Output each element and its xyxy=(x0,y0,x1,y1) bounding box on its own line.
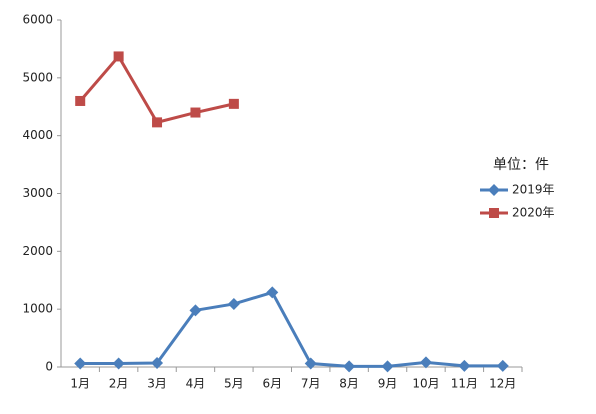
marker xyxy=(112,357,125,370)
marker xyxy=(343,360,356,373)
x-tick-label: 2月 xyxy=(109,377,129,391)
marker xyxy=(381,360,394,373)
marker xyxy=(152,117,163,128)
y-tick-label: 5000 xyxy=(22,70,53,84)
legend-label: 2020年 xyxy=(512,206,555,220)
y-tick-label: 2000 xyxy=(22,244,53,258)
marker xyxy=(74,357,87,370)
legend-title: 单位：件 xyxy=(493,157,549,173)
marker xyxy=(304,357,317,370)
marker xyxy=(488,184,500,196)
x-tick-label: 9月 xyxy=(378,377,398,391)
y-tick-label: 1000 xyxy=(22,302,53,316)
x-tick-label: 8月 xyxy=(339,377,359,391)
y-tick-label: 0 xyxy=(45,360,53,374)
marker xyxy=(496,359,509,372)
marker xyxy=(113,51,124,62)
y-tick-label: 6000 xyxy=(22,13,53,27)
y-tick-label: 4000 xyxy=(22,128,53,142)
x-tick-label: 6月 xyxy=(262,377,282,391)
y-tick-label: 3000 xyxy=(22,186,53,200)
series-line xyxy=(80,290,503,368)
x-tick-label: 3月 xyxy=(147,377,167,391)
marker xyxy=(228,98,239,109)
x-tick-label: 7月 xyxy=(301,377,321,391)
marker xyxy=(266,286,279,299)
marker xyxy=(458,359,471,372)
x-tick-label: 5月 xyxy=(224,377,244,391)
x-tick-label: 1月 xyxy=(70,377,90,391)
x-tick-label: 4月 xyxy=(186,377,206,391)
marker xyxy=(419,356,432,369)
marker xyxy=(489,208,499,218)
x-tick-label: 11月 xyxy=(451,377,478,391)
legend-label: 2019年 xyxy=(512,183,555,197)
marker xyxy=(189,304,202,317)
marker xyxy=(227,297,240,310)
x-tick-label: 12月 xyxy=(489,377,516,391)
series-line xyxy=(79,53,235,125)
x-tick-label: 10月 xyxy=(412,377,439,391)
marker xyxy=(151,356,164,369)
marker xyxy=(190,107,201,118)
marker xyxy=(75,95,86,106)
